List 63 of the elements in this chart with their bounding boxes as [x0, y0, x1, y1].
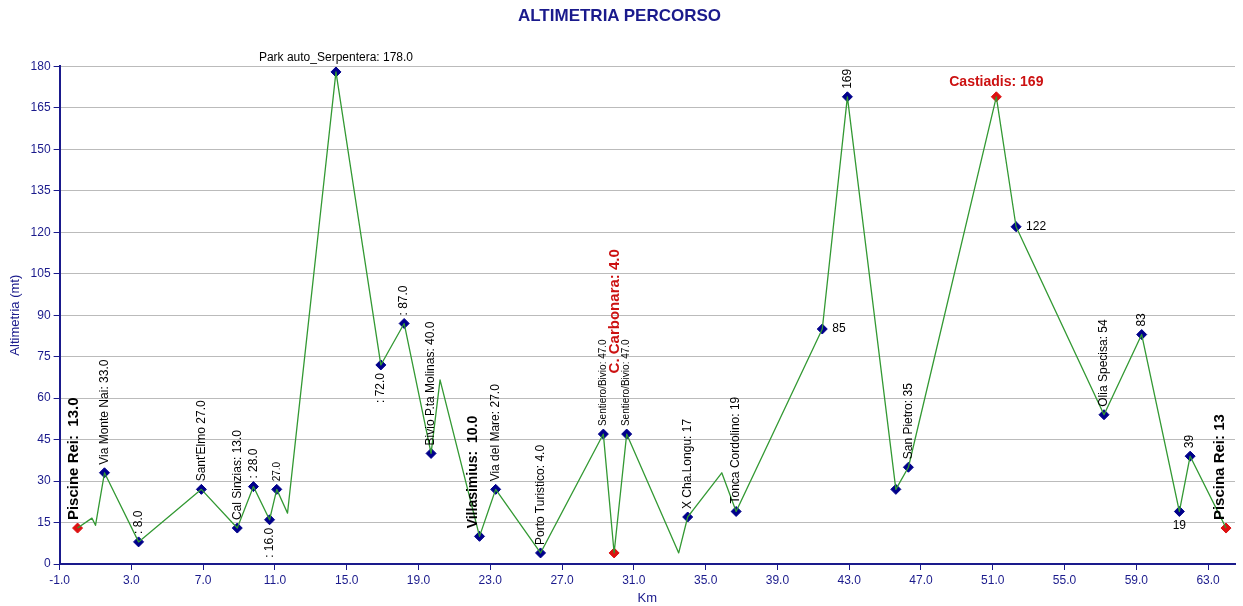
- x-tick-label: 15.0: [335, 572, 359, 587]
- x-tick-label: 7.0: [194, 572, 212, 587]
- y-tick-label: 0: [43, 556, 51, 571]
- y-tick-label: 165: [30, 100, 51, 115]
- y-tick-label: 90: [37, 307, 51, 322]
- y-tick-label: 30: [37, 473, 51, 488]
- annotation: 83: [1134, 312, 1148, 327]
- annotation: Olia Specisa: 54: [1096, 319, 1111, 407]
- annotation: Sant'Elmo 27.0: [193, 400, 208, 482]
- x-tick-label: 59.0: [1124, 572, 1149, 587]
- annotation: X Cha.Longu: 17: [680, 418, 694, 509]
- annotation: Villasimius: 10.0: [464, 415, 481, 529]
- annotation: 85: [832, 321, 846, 336]
- annotation: 19: [1172, 517, 1187, 532]
- x-tick-label: 43.0: [837, 572, 862, 587]
- annotation: Porto Turistico: 4.0: [532, 444, 547, 545]
- x-tick-label: 23.0: [478, 572, 503, 587]
- y-tick-label: 120: [30, 224, 51, 239]
- annotation: Via del Mare: 27.0: [487, 383, 502, 482]
- x-tick-label: 27.0: [550, 572, 575, 587]
- annotation: 27.0: [270, 461, 282, 482]
- y-tick-label: 180: [30, 58, 51, 73]
- annotation: 169: [839, 68, 854, 89]
- annotation: : 16.0: [261, 527, 276, 558]
- annotation: Via Monte Nai: 33.0: [96, 359, 111, 465]
- annotation: Sentiero/Bivio: 47.0: [597, 338, 609, 427]
- x-tick-label: 31.0: [622, 572, 646, 587]
- annotation: Park auto_Serpentera: 178.0: [258, 50, 414, 65]
- y-tick-label: 15: [37, 514, 51, 529]
- annotation: 122: [1026, 219, 1047, 234]
- point: [72, 522, 84, 534]
- y-tick-label: 150: [30, 141, 51, 156]
- y-tick-label: 105: [30, 266, 51, 281]
- annotation: Piscine Rei: 13.0: [63, 397, 81, 521]
- x-tick-label: 11.0: [263, 572, 287, 587]
- y-tick-label: 45: [37, 431, 51, 446]
- y-axis-title: Altimetria (mt): [7, 274, 23, 356]
- y-tick-label: 60: [37, 390, 51, 405]
- annotation: Piscina Rei: 13: [1210, 414, 1228, 521]
- annotation: Tonca Cordolino: 19: [728, 396, 743, 504]
- x-tick-label: 63.0: [1196, 572, 1221, 587]
- annotation: San Pietro: 35: [900, 382, 915, 460]
- annotation: : 8.0: [130, 510, 145, 534]
- x-tick-label: 47.0: [909, 572, 933, 587]
- chart-title: ALTIMETRIA PERCORSO: [517, 5, 722, 25]
- annotation: Castiadis: 169: [949, 72, 1044, 89]
- annotation: 39: [1182, 434, 1197, 449]
- x-axis-title: Km: [637, 589, 658, 605]
- y-tick-label: 75: [37, 348, 51, 363]
- annotation: : 28.0: [245, 448, 260, 479]
- annotation: : 72.0: [373, 372, 388, 403]
- y-tick-label: 135: [30, 183, 51, 198]
- x-tick-label: 3.0: [123, 572, 141, 587]
- x-tick-label: 51.0: [981, 572, 1005, 587]
- x-tick-label: 35.0: [693, 572, 718, 587]
- x-tick-label: 55.0: [1052, 572, 1077, 587]
- annotation: Bivio P.ta Molinas: 40.0: [423, 321, 438, 446]
- annotation: Cal Sinzias: 13.0: [229, 429, 244, 521]
- x-tick-label: -1.0: [49, 572, 71, 587]
- x-tick-label: 39.0: [765, 572, 790, 587]
- annotation: Sentiero/Bivio: 47.0: [620, 338, 632, 427]
- x-tick-label: 19.0: [406, 572, 431, 587]
- annotation: : 87.0: [396, 285, 411, 316]
